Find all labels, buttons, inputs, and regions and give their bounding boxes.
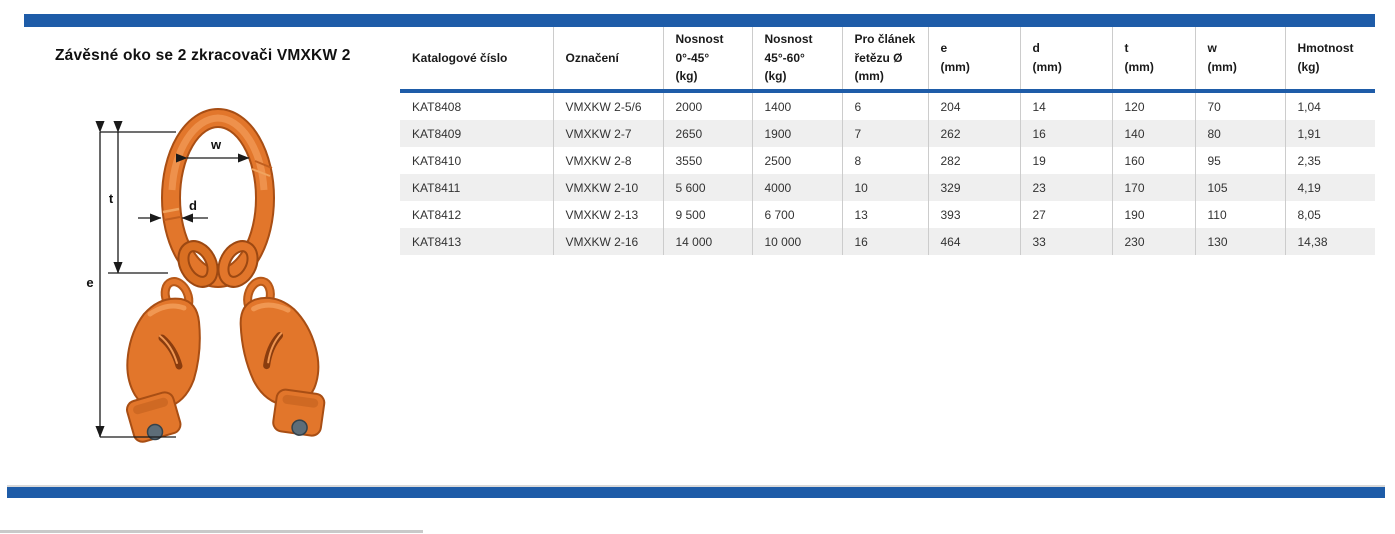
- master-link-ring: [161, 108, 275, 288]
- table-cell: 393: [927, 201, 1020, 228]
- table-cell: VMXKW 2-10: [552, 174, 663, 201]
- column-header-nosnost-45-60: Nosnost 45°-60° (kg): [751, 27, 842, 93]
- table-cell: 6: [841, 91, 928, 120]
- table-cell: 95: [1194, 147, 1285, 174]
- table-cell: 1400: [751, 91, 842, 120]
- table-row: KAT8408 VMXKW 2-5/6 2000 1400 6 204 14 120 70 1,0…: [400, 91, 1375, 120]
- table-cell: 2650: [662, 120, 752, 147]
- table-cell: 16: [1019, 120, 1112, 147]
- column-header-oznaceni: Označení: [552, 27, 663, 93]
- table-cell: 1,91: [1284, 120, 1375, 147]
- table-cell: KAT8411: [412, 180, 461, 195]
- top-divider-bar: [24, 14, 1375, 27]
- table-cell: 2500: [751, 147, 842, 174]
- dimension-lines: [95, 120, 250, 438]
- table-cell: 4000: [751, 174, 842, 201]
- spec-table-body: KAT8408 VMXKW 2-5/6 2000 1400 6 204 14 120 70 1,0…: [400, 91, 1375, 255]
- table-cell: 6 700: [751, 201, 842, 228]
- column-header-nosnost-0-45: Nosnost 0°-45° (kg): [662, 27, 752, 93]
- table-cell: 2000: [662, 91, 752, 120]
- table-cell: 2,35: [1284, 147, 1375, 174]
- column-header-hmotnost: Hmotnost (kg): [1284, 27, 1375, 93]
- table-cell: KAT8410: [412, 153, 462, 168]
- dimension-label-t: t: [109, 191, 114, 206]
- table-row: KAT8409 VMXKW 2-7 2650 1900 7 262 16 140 80 1,91: [400, 120, 1375, 147]
- table-cell: 1,04: [1284, 91, 1375, 120]
- table-cell: 23: [1019, 174, 1112, 201]
- table-cell: 10: [841, 174, 928, 201]
- table-cell: VMXKW 2-7: [552, 120, 663, 147]
- table-cell: 80: [1194, 120, 1285, 147]
- table-cell: 170: [1111, 174, 1195, 201]
- table-cell: 10 000: [751, 228, 842, 255]
- table-cell: VMXKW 2-8: [552, 147, 663, 174]
- table-cell: 70: [1194, 91, 1285, 120]
- table-cell: 204: [927, 91, 1020, 120]
- table-cell: 14: [1019, 91, 1112, 120]
- dimension-label-e: e: [86, 275, 93, 290]
- table-cell: 110: [1194, 201, 1285, 228]
- table-cell: 13: [841, 201, 928, 228]
- table-cell: VMXKW 2-16: [552, 228, 663, 255]
- table-cell: 190: [1111, 201, 1195, 228]
- table-cell: 8: [841, 147, 928, 174]
- table-cell: 3550: [662, 147, 752, 174]
- dimension-label-w: w: [210, 137, 222, 152]
- bottom-edge-line: [0, 530, 423, 533]
- table-row: KAT8412 VMXKW 2-13 9 500 6 700 13 393 27 190 110…: [400, 201, 1375, 228]
- table-cell: 105: [1194, 174, 1285, 201]
- table-cell: 16: [841, 228, 928, 255]
- spec-table: Katalogové číslo Označení Nosnost 0°-45°…: [400, 27, 1375, 255]
- table-cell: 8,05: [1284, 201, 1375, 228]
- table-cell: KAT8408: [412, 99, 462, 114]
- clutch-pin-right: [291, 419, 308, 436]
- page-title: Závěsné oko se 2 zkracovači VMXKW 2: [55, 47, 351, 64]
- table-cell: 282: [927, 147, 1020, 174]
- product-diagram: w t d e: [86, 108, 326, 443]
- table-row: KAT8410 VMXKW 2-8 3550 2500 8 282 19 160 95 2,35: [400, 147, 1375, 174]
- table-cell: VMXKW 2-5/6: [552, 91, 663, 120]
- table-cell: 1900: [751, 120, 842, 147]
- table-cell: 14,38: [1284, 228, 1375, 255]
- table-cell: 9 500: [662, 201, 752, 228]
- column-header-t: t (mm): [1111, 27, 1195, 93]
- table-cell: 120: [1111, 91, 1195, 120]
- dimension-label-d: d: [189, 198, 197, 213]
- table-cell: 7: [841, 120, 928, 147]
- table-cell: KAT8412: [412, 207, 462, 222]
- table-cell: VMXKW 2-13: [552, 201, 663, 228]
- column-header-clanek: Pro článek řetězu Ø (mm): [841, 27, 928, 93]
- table-cell: 262: [927, 120, 1020, 147]
- column-header-katalog: Katalogové číslo: [400, 27, 553, 93]
- table-cell: 130: [1194, 228, 1285, 255]
- column-header-e: e (mm): [927, 27, 1020, 93]
- clutch-pin-left: [146, 423, 164, 441]
- table-row: KAT8413 VMXKW 2-16 14 000 10 000 16 464 33 230 1…: [400, 228, 1375, 255]
- table-cell: 27: [1019, 201, 1112, 228]
- table-cell: KAT8413: [412, 234, 462, 249]
- table-cell: KAT8409: [412, 126, 462, 141]
- table-cell: 464: [927, 228, 1020, 255]
- column-header-w: w (mm): [1194, 27, 1285, 93]
- table-cell: 230: [1111, 228, 1195, 255]
- table-cell: 33: [1019, 228, 1112, 255]
- table-cell: 329: [927, 174, 1020, 201]
- table-cell: 14 000: [662, 228, 752, 255]
- connector-links: [177, 240, 259, 288]
- table-cell: 140: [1111, 120, 1195, 147]
- table-cell: 19: [1019, 147, 1112, 174]
- shortener-clutch-right: [239, 276, 326, 437]
- column-header-d: d (mm): [1019, 27, 1112, 93]
- table-row: KAT8411 VMXKW 2-10 5 600 4000 10 329 23 170 105 4…: [400, 174, 1375, 201]
- spec-table-header: Katalogové číslo Označení Nosnost 0°-45°…: [400, 27, 1375, 93]
- table-cell: 4,19: [1284, 174, 1375, 201]
- shortener-clutch-left: [125, 277, 201, 443]
- table-cell: 5 600: [662, 174, 752, 201]
- bottom-divider-bar: [7, 485, 1385, 498]
- table-cell: 160: [1111, 147, 1195, 174]
